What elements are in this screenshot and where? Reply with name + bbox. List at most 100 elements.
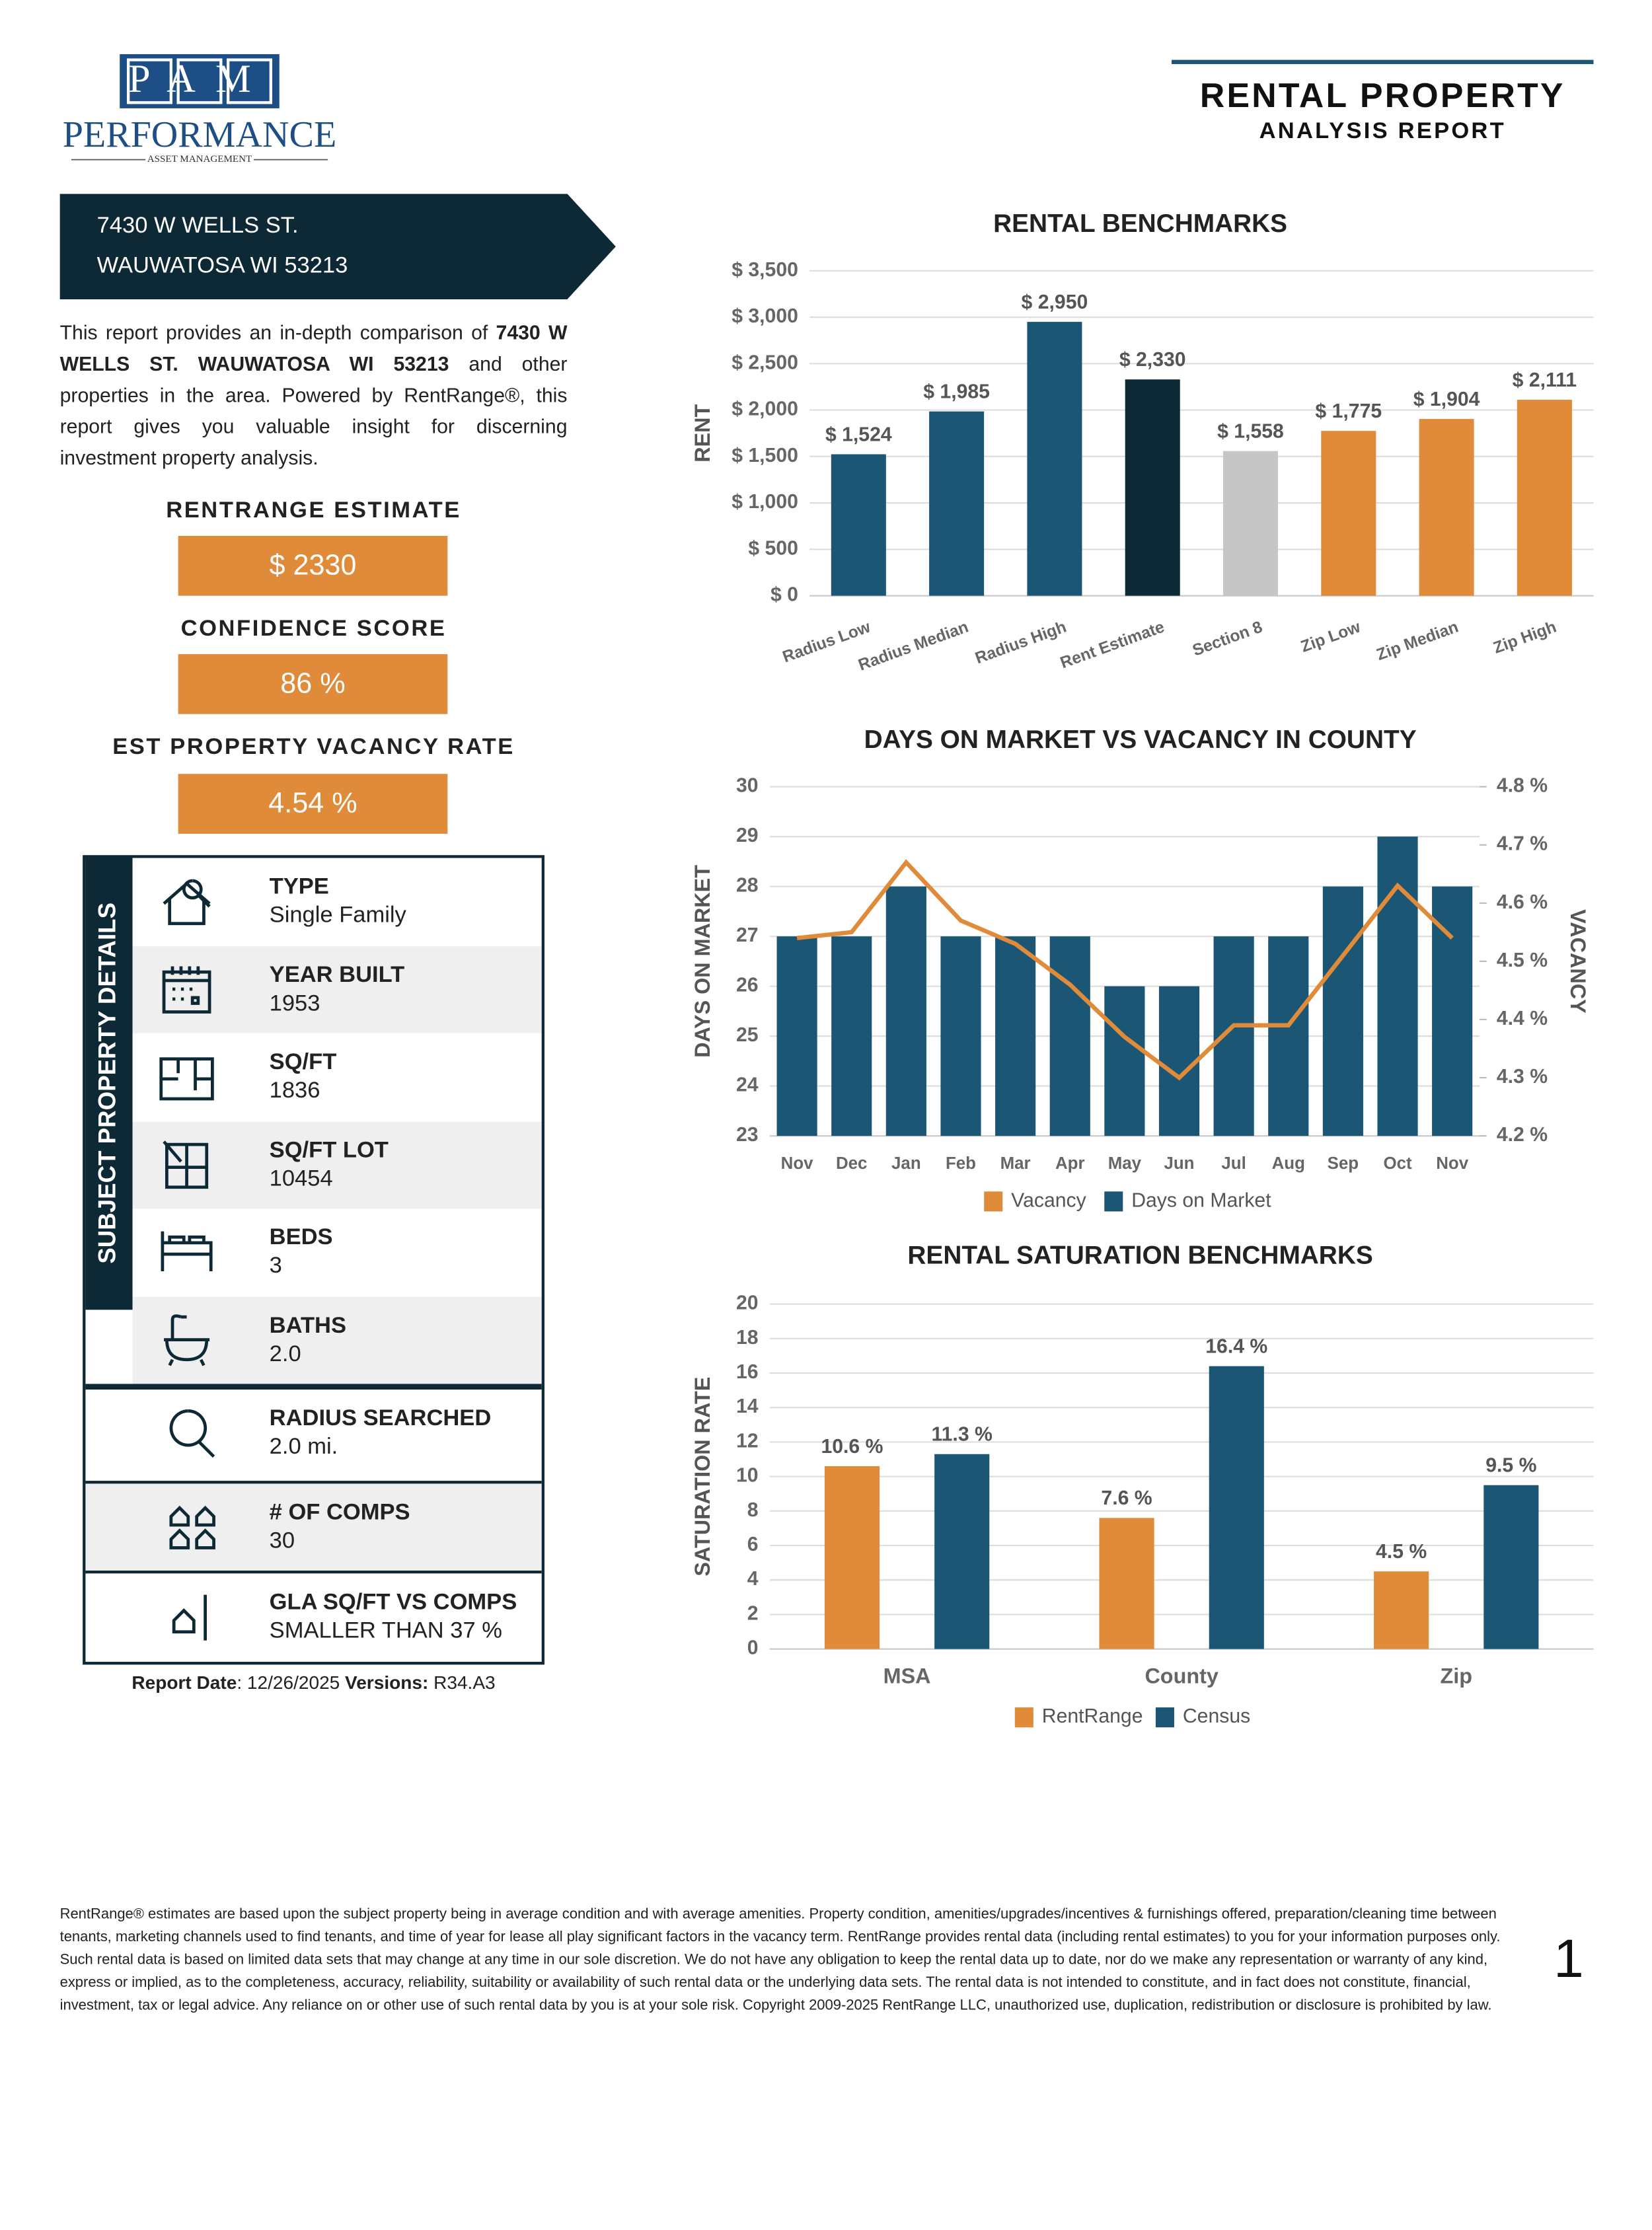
y-tick-label: 8 xyxy=(747,1499,759,1521)
line-series xyxy=(796,859,1454,1081)
chart-title: DAYS ON MARKET VS VACANCY IN COUNTY xyxy=(864,725,1417,754)
x-tick-label: County xyxy=(1145,1664,1218,1688)
logo: PAM PERFORMANCE ASSET MANAGEMENT xyxy=(63,54,336,165)
y-tick-label: $ 2,500 xyxy=(732,352,798,373)
bar xyxy=(940,936,981,1136)
bar xyxy=(1049,936,1090,1136)
y-tick-label: 6 xyxy=(747,1534,759,1555)
details-sidebar: SUBJECT PROPERTY DETAILS xyxy=(85,858,133,1310)
detail-row: BATHS 2.0 xyxy=(132,1296,542,1384)
y-tick-label: $ 3,500 xyxy=(732,259,798,281)
x-tick-label: Jun xyxy=(1164,1154,1194,1173)
icon xyxy=(172,1594,207,1641)
y-tick-label: 12 xyxy=(736,1430,759,1452)
detail-value: SMALLER THAN 37 % xyxy=(269,1619,502,1644)
x-tick-label: Jan xyxy=(891,1154,921,1173)
detail-row: TYPE Single Family xyxy=(132,858,542,946)
address-banner: 7430 W WELLS ST. WAUWATOSA WI 53213 xyxy=(59,194,616,299)
report-subtitle: ANALYSIS REPORT xyxy=(1259,120,1506,144)
header-rule xyxy=(1172,59,1594,65)
detail-row: YEAR BUILT 1953 xyxy=(132,946,542,1033)
estimate-label: EST PROPERTY VACANCY RATE xyxy=(112,735,515,760)
x-tick-label: Rent Estimate xyxy=(1058,618,1167,672)
y2-tick-label: 4.5 % xyxy=(1497,949,1548,971)
report-date: Report Date: 12/26/2025 Versions: R34.A3 xyxy=(60,1672,568,1693)
detail-row: # OF COMPS 30 xyxy=(85,1480,542,1571)
x-tick-label: Nov xyxy=(781,1154,813,1173)
legend-swatch xyxy=(1104,1191,1123,1212)
value-label: $ 2,111 xyxy=(1513,369,1577,391)
x-tick-label: Sep xyxy=(1328,1154,1359,1173)
bar xyxy=(1268,936,1309,1136)
legend-label: Census xyxy=(1183,1705,1250,1727)
y2-tick-label: 4.6 % xyxy=(1497,891,1548,913)
bar xyxy=(995,936,1036,1136)
y-tick-label: 26 xyxy=(736,975,759,996)
y2-tick-label: 4.3 % xyxy=(1497,1066,1548,1088)
bar xyxy=(1483,1485,1539,1649)
detail-separator xyxy=(85,1384,542,1390)
x-tick-label: Mar xyxy=(1000,1154,1031,1173)
y2-axis-label: VACANCY xyxy=(1566,909,1590,1014)
bar xyxy=(1374,1571,1429,1649)
icon-shape xyxy=(159,1057,214,1101)
logo-cell xyxy=(226,58,272,104)
x-tick-label: Zip High xyxy=(1491,618,1559,657)
detail-value: Single Family xyxy=(269,903,406,928)
value-label: $ 2,950 xyxy=(1022,291,1088,313)
x-tick-label: Radius Median xyxy=(856,618,971,674)
detail-label: GLA SQ/FT VS COMPS xyxy=(269,1590,517,1615)
y-tick-label: 18 xyxy=(736,1327,759,1349)
icon xyxy=(169,1505,215,1549)
bar xyxy=(1321,431,1376,596)
intro-address: 7430 W WELLS ST. WAUWATOSA WI 53213 xyxy=(59,320,568,375)
x-tick-label: Feb xyxy=(946,1154,976,1173)
logo-cell xyxy=(176,58,223,104)
icon-shape xyxy=(161,1231,213,1272)
bar xyxy=(824,1466,880,1649)
icon xyxy=(164,1314,210,1366)
bar xyxy=(1027,322,1082,596)
bar xyxy=(831,454,886,596)
value-label: $ 1,985 xyxy=(923,381,990,403)
logo-cell xyxy=(126,58,172,104)
x-tick-label: Aug xyxy=(1272,1154,1305,1173)
y2-tick-label: 4.8 % xyxy=(1497,775,1548,797)
icon xyxy=(159,1057,214,1101)
y-tick-label: $ 500 xyxy=(748,537,798,559)
bar xyxy=(934,1454,990,1649)
detail-label: BATHS xyxy=(269,1313,346,1338)
intro-paragraph: This report provides an in-depth compari… xyxy=(60,316,568,473)
x-tick-label: Dec xyxy=(836,1154,867,1173)
bar xyxy=(1158,986,1200,1136)
y-axis-label: DAYS ON MARKET xyxy=(691,865,714,1058)
detail-value: 2.0 xyxy=(269,1341,301,1366)
address-line: 7430 W WELLS ST. xyxy=(97,213,299,238)
version-label: Versions: xyxy=(345,1672,429,1693)
detail-label: SQ/FT LOT xyxy=(269,1138,389,1163)
x-tick-label: MSA xyxy=(883,1664,931,1688)
bar xyxy=(929,411,985,596)
legend-swatch xyxy=(1155,1707,1174,1728)
detail-row: SQ/FT LOT 10454 xyxy=(132,1121,542,1209)
value-label: $ 1,775 xyxy=(1315,400,1382,422)
bar xyxy=(885,886,926,1136)
detail-label: SQ/FT xyxy=(269,1050,337,1075)
value-label: 16.4 % xyxy=(1205,1336,1267,1358)
report-date-value: : 12/26/2025 xyxy=(237,1672,346,1693)
y-tick-label: 27 xyxy=(736,924,759,946)
bar xyxy=(1517,400,1572,596)
intro-text: and other properties in the area. Powere… xyxy=(59,352,568,469)
detail-row: GLA SQ/FT VS COMPS SMALLER THAN 37 % xyxy=(85,1571,542,1661)
y-tick-label: $ 2,000 xyxy=(732,398,798,420)
legend-label: RentRange xyxy=(1042,1705,1143,1727)
detail-label: RADIUS SEARCHED xyxy=(269,1406,492,1431)
detail-label: YEAR BUILT xyxy=(269,963,405,987)
estimate-value: $ 2330 xyxy=(178,536,448,596)
y-tick-label: $ 1,000 xyxy=(732,491,798,513)
value-label: 7.6 % xyxy=(1101,1487,1152,1509)
y-tick-label: 0 xyxy=(747,1637,759,1659)
value-label: $ 2,330 xyxy=(1119,349,1186,371)
y-axis-label: SATURATION RATE xyxy=(691,1377,714,1577)
